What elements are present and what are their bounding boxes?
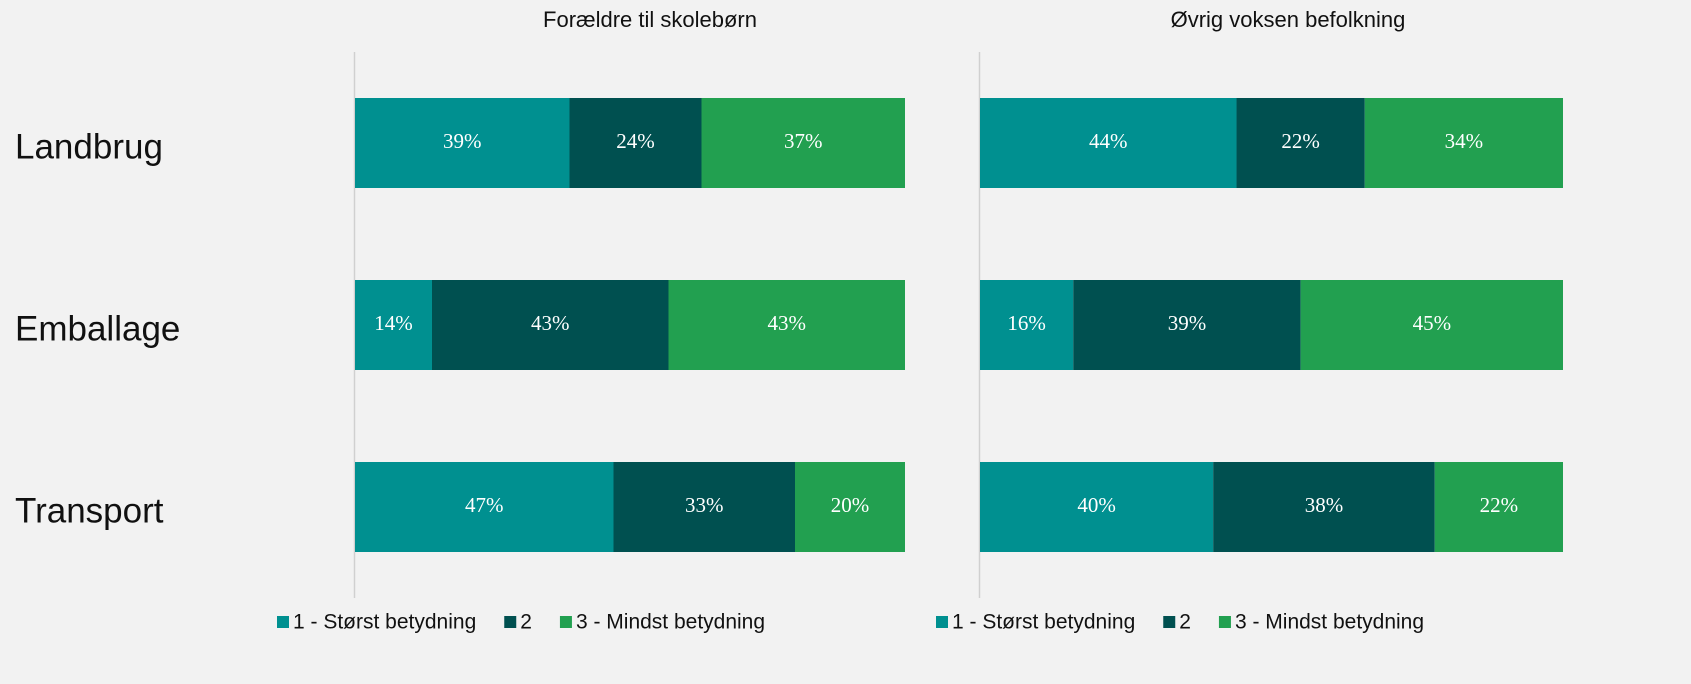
- legend-swatch: [559, 616, 572, 628]
- bar-segment: [355, 98, 570, 188]
- bar-segment: [980, 280, 1074, 370]
- data-label: 37%: [784, 129, 823, 153]
- legend-swatch: [504, 616, 517, 628]
- data-label: 45%: [1413, 311, 1452, 335]
- legend-swatch: [277, 616, 289, 628]
- bar-segment: [613, 462, 795, 552]
- bar-segment: [569, 98, 702, 188]
- bar-segment: [355, 280, 432, 370]
- legend-label: 2: [520, 611, 532, 634]
- bar-segment: [980, 462, 1214, 552]
- data-label: 38%: [1305, 493, 1344, 517]
- data-label: 39%: [443, 129, 482, 153]
- data-label: 20%: [831, 493, 870, 517]
- bar-segment: [980, 98, 1237, 188]
- legend-swatch: [1163, 616, 1176, 628]
- data-label: 33%: [685, 493, 724, 517]
- category-label: Transport: [15, 491, 164, 530]
- legend-label: 3 - Mindst betydning: [576, 611, 765, 634]
- data-label: 44%: [1089, 129, 1128, 153]
- bar-segment: [701, 98, 905, 188]
- legend-swatch: [1218, 616, 1231, 628]
- bar-segment: [1300, 280, 1563, 370]
- legend-label: 1 - Størst betydning: [293, 611, 476, 634]
- data-label: 22%: [1281, 129, 1320, 153]
- bar-segment: [1236, 98, 1365, 188]
- bar-segment: [432, 280, 669, 370]
- legend-swatch: [936, 616, 948, 628]
- data-label: 16%: [1007, 311, 1046, 335]
- category-label: Landbrug: [15, 127, 163, 166]
- bar-segment: [1213, 462, 1435, 552]
- bar-segment: [795, 462, 905, 552]
- bar-segment: [1434, 462, 1563, 552]
- legend-label: 1 - Størst betydning: [952, 611, 1135, 634]
- data-label: 34%: [1445, 129, 1484, 153]
- bar-segment: [1364, 98, 1563, 188]
- legend-label: 3 - Mindst betydning: [1235, 611, 1424, 634]
- bar-segment: [668, 280, 905, 370]
- data-label: 47%: [465, 493, 504, 517]
- data-label: 24%: [616, 129, 655, 153]
- chart-title: Øvrig voksen befolkning: [1171, 7, 1406, 32]
- data-label: 14%: [374, 311, 413, 335]
- legend-label: 2: [1179, 611, 1191, 634]
- data-label: 22%: [1480, 493, 1519, 517]
- chart-title: Forældre til skolebørn: [543, 7, 757, 32]
- category-label: Emballage: [15, 309, 180, 348]
- data-label: 39%: [1168, 311, 1207, 335]
- data-label: 43%: [531, 311, 570, 335]
- bar-segment: [1073, 280, 1301, 370]
- data-label: 40%: [1077, 493, 1116, 517]
- data-label: 43%: [768, 311, 807, 335]
- bar-segment: [355, 462, 614, 552]
